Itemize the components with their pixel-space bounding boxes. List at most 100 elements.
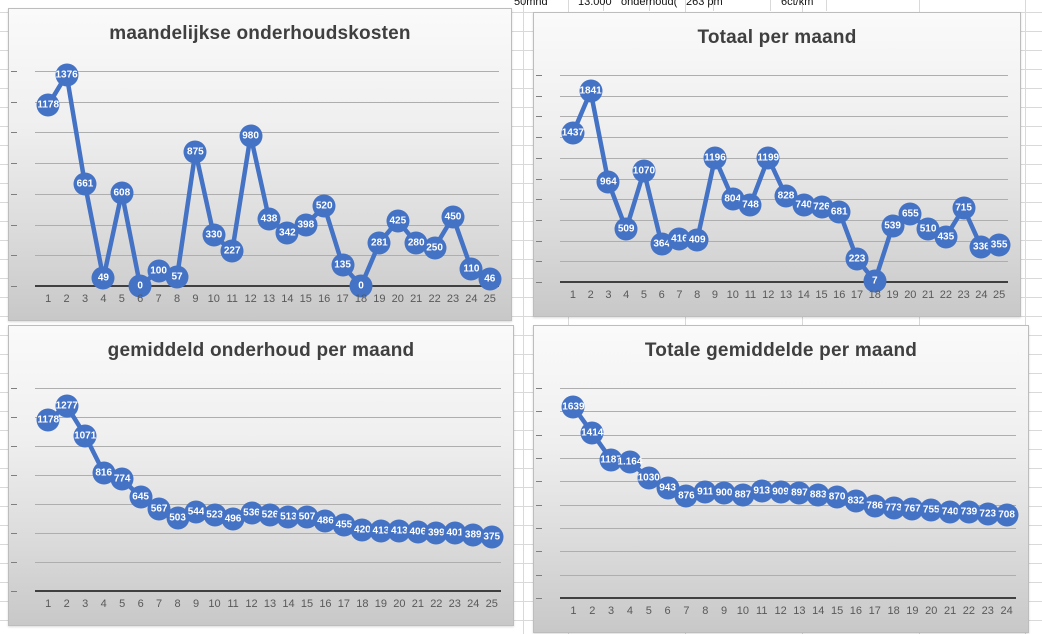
data-point-marker: 523	[203, 503, 227, 527]
chart-title: maandelijkse onderhoudskosten	[109, 23, 411, 44]
data-point-marker: 375	[480, 525, 504, 549]
data-point-marker: 425	[386, 209, 410, 233]
data-point-marker: 435	[934, 225, 958, 249]
y-axis-tick	[536, 157, 542, 159]
y-axis-tick	[11, 417, 17, 418]
data-point-marker: 100	[147, 259, 171, 283]
x-axis-label: 19	[886, 289, 899, 301]
x-axis-label: 17	[337, 598, 351, 610]
x-axis-label: 4	[623, 289, 630, 301]
column-border	[568, 0, 569, 634]
y-axis-tick	[536, 528, 542, 529]
column-border	[603, 0, 604, 11]
data-point-marker: 401	[443, 521, 467, 545]
data-point-marker: 1030	[637, 466, 661, 490]
chart-totale-gemiddelde-per-maand[interactable]: Totale gemiddelde per maand 1639 1 1414 2 11…	[533, 325, 1029, 633]
data-point-marker: 832	[844, 489, 868, 513]
x-axis-label: 18	[868, 289, 881, 301]
x-axis-label: 4	[100, 598, 107, 610]
data-point-marker: 708	[995, 503, 1019, 527]
y-gridline	[560, 481, 1016, 483]
y-axis-tick	[11, 132, 17, 134]
cell-6ct-km[interactable]: 6ct/km	[781, 0, 814, 8]
data-point-marker: 355	[987, 233, 1011, 257]
data-point-marker: 661	[73, 172, 97, 196]
x-axis-label: 13	[779, 289, 793, 301]
x-axis-label: 22	[962, 605, 976, 617]
data-point-marker: 816	[92, 461, 116, 485]
y-axis-tick	[11, 591, 17, 592]
cell-13000[interactable]: 13.000	[578, 0, 612, 8]
data-point-marker: 773	[882, 496, 906, 520]
column-border	[713, 0, 714, 11]
column-border	[685, 0, 686, 634]
x-axis-label: 18	[356, 598, 369, 610]
y-gridline	[35, 132, 499, 134]
x-axis-label: 14	[282, 598, 295, 610]
data-point-marker: 1187	[599, 448, 623, 472]
x-axis-label: 12	[774, 605, 787, 617]
line-series	[571, 404, 1009, 518]
x-axis-label: 3	[605, 289, 612, 301]
top-spreadsheet-row: 50mnd 13.000 onderhoud( 263 pm 6ct/km	[0, 0, 1042, 10]
data-point-marker: 870	[825, 485, 849, 508]
x-axis-label: 10	[736, 605, 750, 617]
y-axis-tick	[536, 411, 542, 413]
y-axis-tick	[536, 574, 542, 576]
x-axis-label: 20	[391, 293, 404, 305]
data-point-marker: 723	[976, 502, 1000, 526]
data-point-marker: 804	[721, 187, 745, 211]
y-gridline	[35, 193, 499, 195]
data-point-marker: 1196	[703, 146, 727, 170]
x-axis-label: 14	[812, 605, 825, 617]
data-point-marker: 1071	[73, 424, 97, 448]
cell-50mnd[interactable]: 50mnd	[514, 0, 548, 8]
data-point-marker: 536	[240, 501, 264, 525]
data-point-marker: 364	[650, 232, 674, 256]
x-axis-label: 2	[63, 598, 70, 610]
chart-gemiddeld-onderhoud-per-maand[interactable]: gemiddeld onderhoud per maand 1178 1 1277 2…	[8, 325, 514, 626]
x-axis-label: 7	[683, 605, 690, 617]
data-point-marker: 1070	[632, 159, 656, 183]
y-gridline	[560, 157, 1008, 159]
x-axis-label: 5	[640, 289, 647, 301]
cell-onderhoud[interactable]: onderhoud(	[621, 0, 678, 8]
x-axis-label: 13	[262, 293, 276, 305]
y-axis-tick	[536, 75, 542, 76]
data-point-marker: 900	[712, 481, 736, 505]
x-axis-label: 17	[868, 605, 881, 617]
cell-263pm[interactable]: 263 pm	[686, 0, 723, 8]
data-point-marker: 389	[461, 523, 485, 547]
y-gridline	[35, 101, 499, 103]
data-point-marker: 883	[806, 483, 830, 507]
x-axis-label: 9	[711, 289, 719, 301]
y-axis-tick	[536, 240, 542, 242]
data-point-marker: 413	[387, 519, 411, 543]
x-axis-label: 17	[336, 293, 349, 305]
chart-maandelijkse-onderhoudskosten[interactable]: maandelijkse onderhoudskosten 1178 1 1376 2…	[8, 8, 512, 321]
data-point-marker: 943	[656, 476, 680, 500]
data-point-marker: 774	[110, 467, 134, 491]
y-gridline	[560, 75, 1008, 76]
x-axis-label: 10	[208, 598, 221, 610]
chart-totaal-per-maand[interactable]: Totaal per maand 1437 1 1841 2 964 3 509 4 1070 5…	[533, 12, 1021, 317]
y-axis-tick	[536, 388, 542, 389]
y-axis-tick	[11, 446, 17, 447]
y-gridline	[35, 475, 501, 476]
x-axis-line	[560, 281, 1008, 283]
data-point-marker: 1414	[580, 421, 604, 445]
data-point-marker: 526	[258, 503, 282, 527]
data-point-marker: 755	[919, 498, 943, 522]
y-gridline	[560, 95, 1008, 97]
x-axis-label: 8	[173, 293, 181, 305]
data-point-marker: 681	[827, 200, 851, 224]
x-axis-label: 2	[589, 605, 596, 617]
x-axis-label: 6	[137, 598, 144, 610]
data-point-marker: 1178	[36, 93, 60, 117]
chart-title: gemiddeld onderhoud per maand	[107, 340, 415, 361]
x-axis-label: 15	[830, 605, 844, 617]
y-axis-tick	[536, 178, 542, 180]
data-point-marker: 544	[184, 500, 208, 524]
x-axis-label: 24	[975, 289, 988, 301]
